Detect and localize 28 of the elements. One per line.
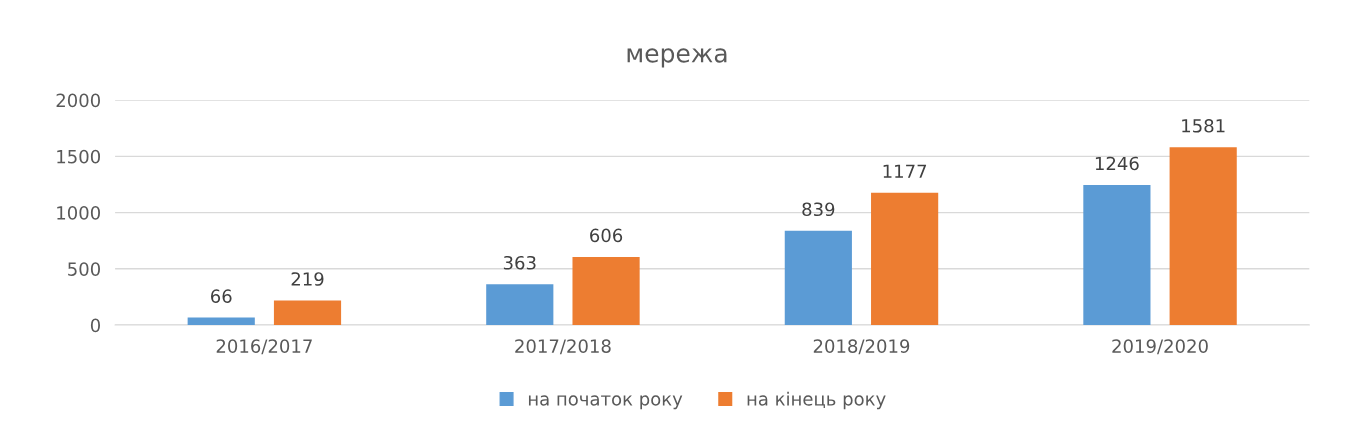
data-label: 363 [503, 255, 536, 270]
bar [572, 256, 640, 326]
x-tick-label: 2016/2017 [216, 339, 312, 355]
legend-label: на початок року [528, 395, 683, 410]
y-tick-label: 0 [90, 318, 100, 333]
y-tick-label: 500 [68, 262, 100, 276]
x-tick-label: 2018/2019 [813, 339, 910, 355]
data-label: 1246 [1095, 156, 1139, 171]
bar [1169, 147, 1237, 326]
bar [871, 192, 939, 326]
legend-label: на кінець року [747, 391, 886, 410]
y-tick-label: 1000 [57, 206, 100, 220]
bar [1083, 184, 1151, 326]
data-label: 219 [291, 272, 324, 286]
data-label: 839 [802, 202, 835, 217]
bar [784, 230, 852, 326]
x-tick-label: 2019/2020 [1112, 339, 1208, 355]
bar [486, 284, 554, 326]
data-label: 606 [590, 228, 623, 243]
chart-title: мережа [627, 48, 727, 68]
data-label: 66 [211, 289, 232, 304]
x-tick-label: 2017/2018 [515, 339, 611, 355]
bar [187, 317, 255, 326]
data-label: 1177 [883, 164, 927, 178]
y-tick-label: 1500 [57, 149, 100, 164]
data-label: 1581 [1182, 118, 1225, 133]
y-tick-label: 2000 [56, 93, 100, 108]
bar [273, 300, 342, 326]
